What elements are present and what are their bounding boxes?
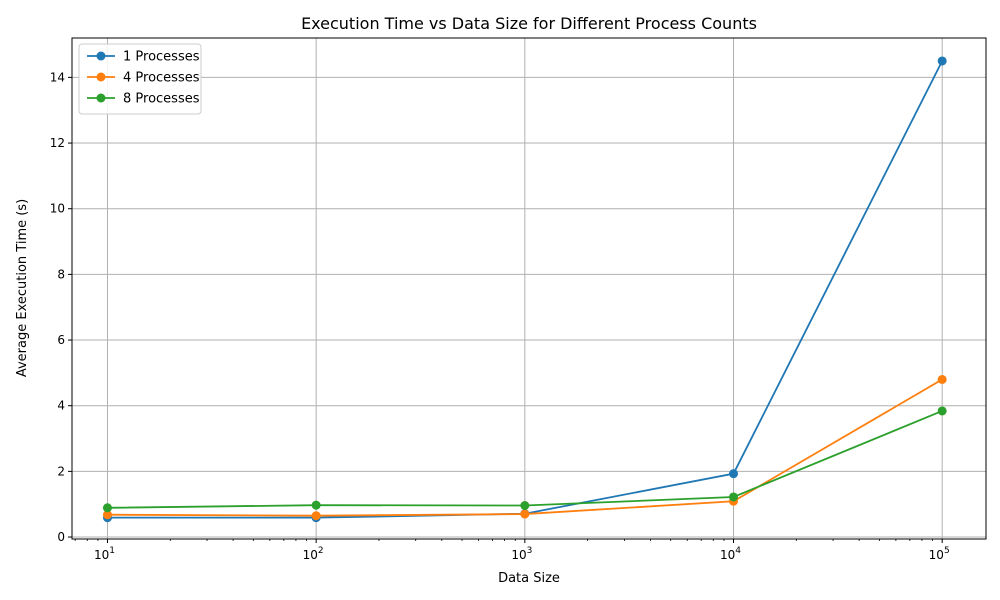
data-point [311,511,321,521]
data-point [520,509,530,519]
x-tick-label-base: 10 [929,548,944,562]
y-tick-label: 8 [57,267,65,281]
y-tick-label: 6 [57,333,65,347]
data-point [102,503,112,513]
y-tick-label: 14 [50,70,65,84]
x-tick-label: 102 [303,546,324,562]
data-point [729,469,739,479]
x-axis-title: Data Size [498,571,560,586]
legend-swatch-marker [96,93,106,103]
x-tick-label-base: 10 [720,548,735,562]
x-tick-label-exponent: 5 [944,546,950,556]
x-tick-label-base: 10 [511,548,526,562]
legend-label: 1 Processes [123,50,200,65]
x-tick-label-base: 10 [94,548,109,562]
data-point [520,501,530,511]
grid-layer [72,38,986,539]
x-tick-label-exponent: 2 [318,546,324,556]
legend: 1 Processes 4 Processes 8 Processes [78,43,202,115]
y-tick-label: 2 [57,464,65,478]
data-point [937,374,947,384]
y-axis-title: Average Execution Time (s) [15,199,30,377]
data-point [102,510,112,520]
x-tick-label: 101 [94,546,115,562]
plot-area-frame [71,37,987,540]
x-tick-label-exponent: 1 [109,546,115,556]
legend-label: 8 Processes [123,92,200,107]
data-point [937,406,947,416]
chart-title: Execution Time vs Data Size for Differen… [301,14,757,33]
data-point [937,56,947,66]
y-tick-label: 4 [57,399,65,413]
y-tick-label: 0 [57,530,65,544]
y-tick-label: 12 [50,136,65,150]
y-tick-label: 10 [50,202,65,216]
x-tick-label-exponent: 3 [527,546,533,556]
legend-box [78,43,202,115]
data-point [311,500,321,510]
data-point [729,492,739,502]
x-tick-label-exponent: 4 [735,546,741,556]
legend-swatch-marker [96,72,106,82]
x-tick-label: 103 [511,546,532,562]
x-tick-label: 105 [929,546,950,562]
legend-swatch-marker [96,51,106,61]
x-tick-label-base: 10 [303,548,318,562]
series-layer [102,56,947,523]
legend-label: 4 Processes [123,71,200,86]
x-tick-label: 104 [720,546,741,562]
